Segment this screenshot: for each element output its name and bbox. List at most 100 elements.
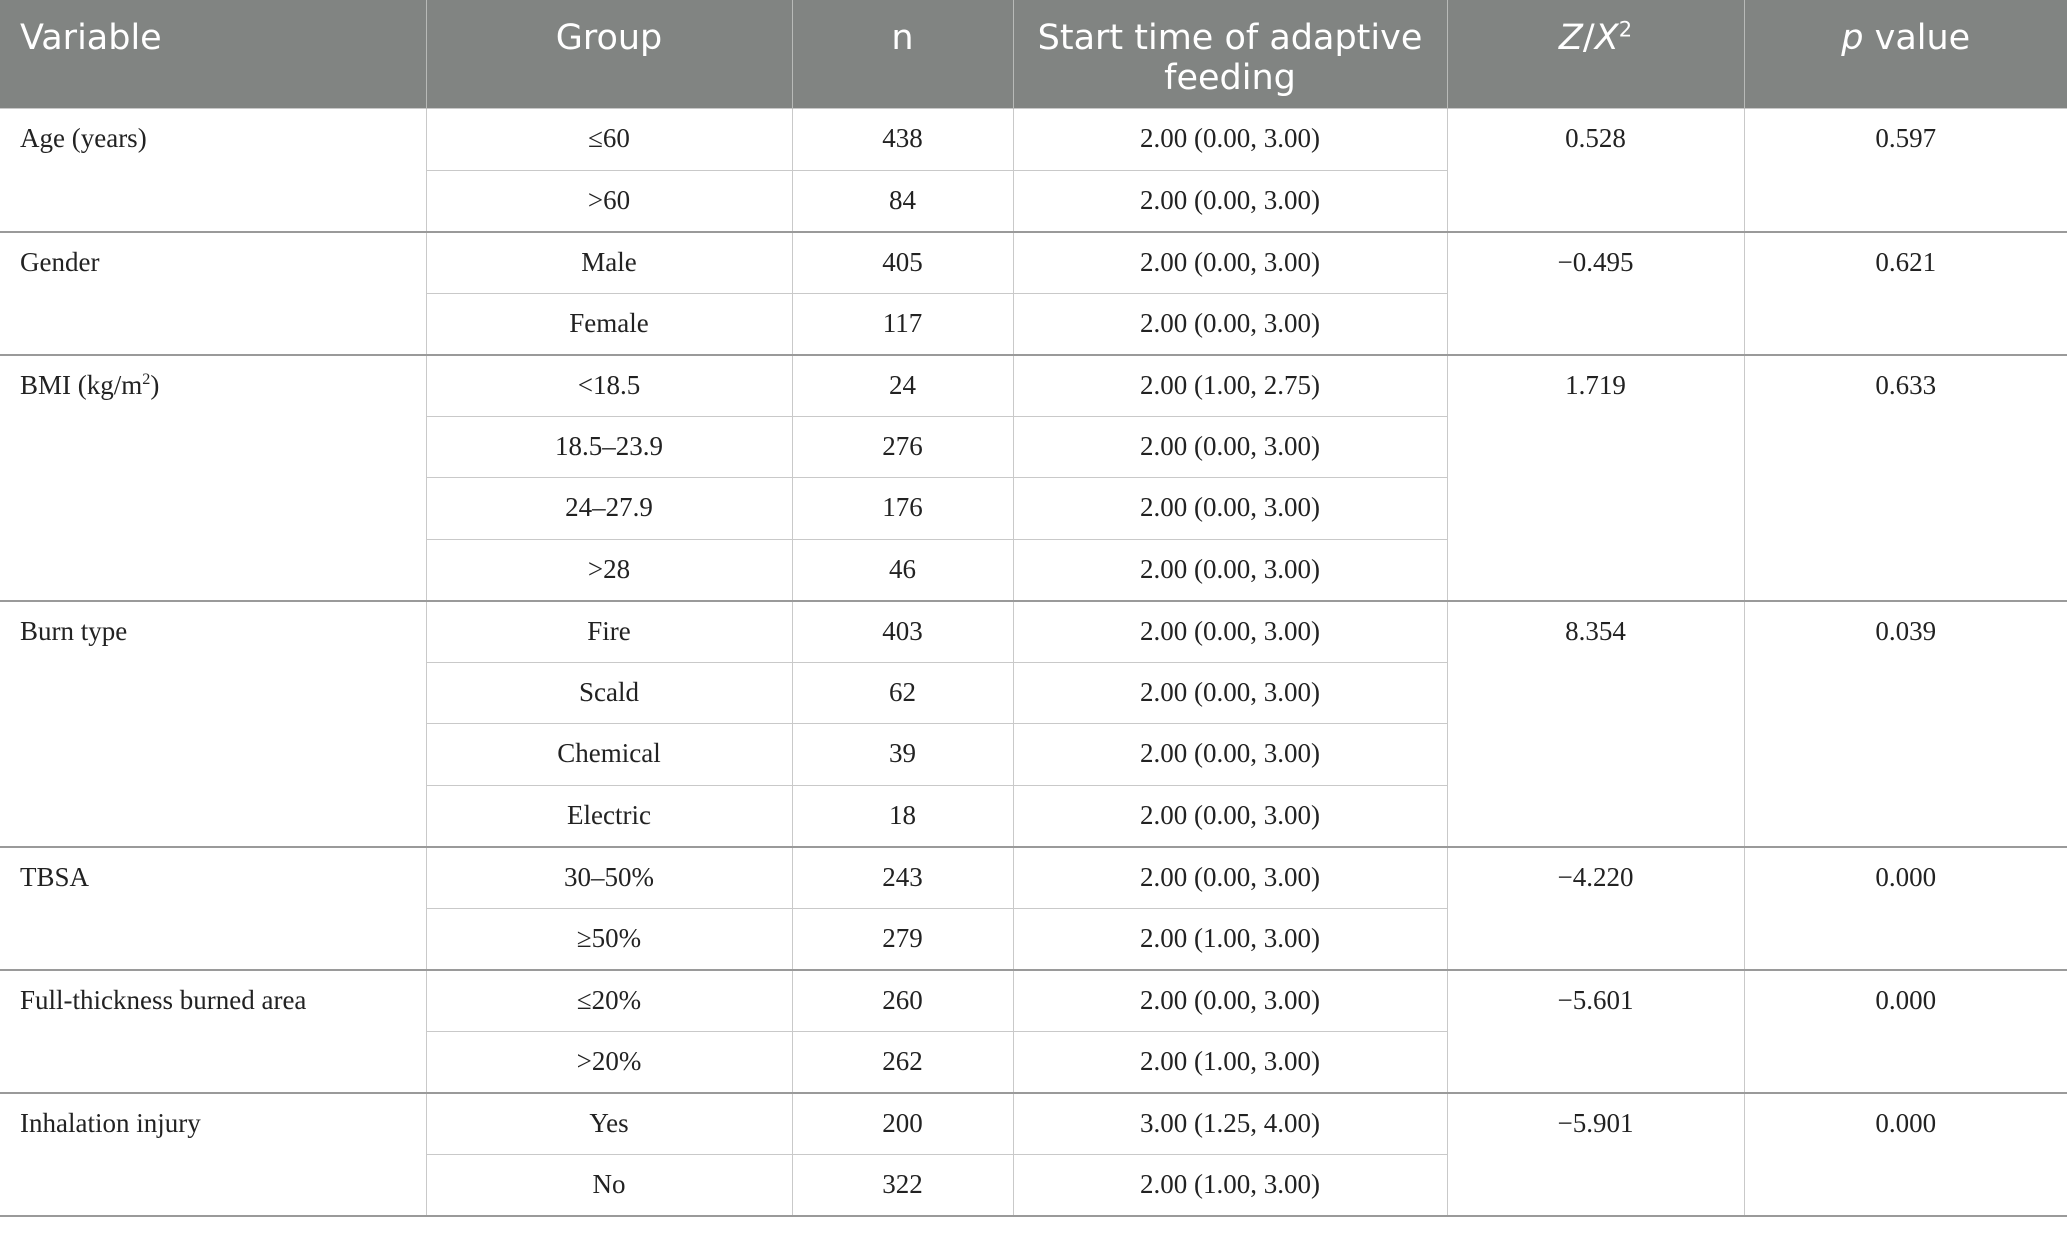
header-stat-sup: 2 xyxy=(1618,17,1633,42)
group-cell: >28 xyxy=(425,538,793,602)
variable-superscript: 2 xyxy=(142,369,151,388)
header-group: Group xyxy=(425,0,792,109)
variable-label: TBSA xyxy=(20,861,90,892)
variable-cell: Age (years) xyxy=(0,108,427,233)
statistic-cell: −5.601 xyxy=(1446,969,1745,1094)
p-value-cell: 0.000 xyxy=(1743,1092,2067,1217)
variable-label: Burn type xyxy=(20,615,128,646)
group-cell: No xyxy=(425,1153,793,1217)
variable-cell: Inhalation injury xyxy=(0,1092,427,1217)
n-cell: 243 xyxy=(791,846,1014,909)
start-time-cell: 2.00 (0.00, 3.00) xyxy=(1012,538,1448,602)
p-value-cell: 0.621 xyxy=(1743,231,2067,356)
start-time-cell: 2.00 (0.00, 3.00) xyxy=(1012,108,1448,171)
n-cell: 260 xyxy=(791,969,1014,1032)
n-cell: 18 xyxy=(791,784,1014,848)
start-time-cell: 2.00 (0.00, 3.00) xyxy=(1012,477,1448,540)
group-cell: 24–27.9 xyxy=(425,477,793,540)
n-cell: 438 xyxy=(791,108,1014,171)
start-time-cell: 2.00 (1.00, 3.00) xyxy=(1012,907,1448,971)
group-cell: >60 xyxy=(425,169,793,233)
group-cell: 18.5–23.9 xyxy=(425,415,793,478)
variable-label: BMI (kg/m xyxy=(20,369,143,400)
n-cell: 39 xyxy=(791,723,1014,786)
variable-cell: BMI (kg/m2) xyxy=(0,354,427,602)
variable-cell: Burn type xyxy=(0,600,427,848)
variable-label: Full-thickness burned area xyxy=(20,984,307,1015)
p-value-cell: 0.633 xyxy=(1743,354,2067,602)
start-time-cell: 2.00 (0.00, 3.00) xyxy=(1012,600,1448,663)
table-row: BMI (kg/m2) <18.5 24 2.00 (1.00, 2.75) 1.719… xyxy=(0,354,2067,602)
variable-cell: TBSA xyxy=(0,846,427,971)
n-cell: 262 xyxy=(791,1030,1014,1094)
header-stat-z: Z xyxy=(1558,18,1583,58)
start-time-cell: 2.00 (1.00, 3.00) xyxy=(1012,1030,1448,1094)
header-stat-sep: / xyxy=(1582,18,1595,58)
n-cell: 279 xyxy=(791,907,1014,971)
n-cell: 276 xyxy=(791,415,1014,478)
group-cell: ≤60 xyxy=(425,108,793,171)
start-time-cell: 2.00 (0.00, 3.00) xyxy=(1012,846,1448,909)
n-cell: 176 xyxy=(791,477,1014,540)
start-time-cell: 2.00 (0.00, 3.00) xyxy=(1012,661,1448,724)
statistic-cell: −0.495 xyxy=(1446,231,1745,356)
header-row: Variable Group n Start time of adaptive … xyxy=(0,0,2067,109)
n-cell: 46 xyxy=(791,538,1014,602)
group-cell: ≥50% xyxy=(425,907,793,971)
table-row: Full-thickness burned area ≤20% 260 2.00 (0… xyxy=(0,969,2067,1094)
table-row: Electric 18 2.00 (0.00, 3.00) xyxy=(0,784,2067,848)
start-time-cell: 3.00 (1.25, 4.00) xyxy=(1012,1092,1448,1155)
start-time-cell: 2.00 (0.00, 3.00) xyxy=(1012,231,1448,294)
table-row: >20% 262 2.00 (1.00, 3.00) xyxy=(0,1030,2067,1094)
group-cell: Chemical xyxy=(425,723,793,786)
n-cell: 200 xyxy=(791,1092,1014,1155)
table-header: Variable Group n Start time of adaptive … xyxy=(0,0,2067,109)
group-cell: <18.5 xyxy=(425,354,793,417)
group-cell: Fire xyxy=(425,600,793,663)
variable-label: Age (years) xyxy=(20,123,147,153)
header-variable: Variable xyxy=(0,0,426,109)
table-row: Inhalation injury Yes 200 3.00 (1.25, 4.00)… xyxy=(0,1092,2067,1217)
start-time-cell: 2.00 (0.00, 3.00) xyxy=(1012,292,1448,356)
statistic-cell: −5.901 xyxy=(1446,1092,1745,1217)
n-cell: 322 xyxy=(791,1153,1014,1217)
p-value-cell: 0.597 xyxy=(1743,108,2067,233)
statistic-cell: −4.220 xyxy=(1446,846,1745,971)
variable-cell: Full-thickness burned area xyxy=(0,969,427,1094)
p-value-cell: 0.039 xyxy=(1743,600,2067,848)
group-cell: Yes xyxy=(425,1092,793,1155)
table-body: Age (years) ≤60 438 2.00 (0.00, 3.00) 0.528 0… xyxy=(0,108,2067,1217)
n-cell: 84 xyxy=(791,169,1014,233)
header-p-value: p value xyxy=(1743,0,2067,109)
statistic-cell: 8.354 xyxy=(1446,600,1745,848)
header-stat-x: X xyxy=(1594,18,1619,58)
n-cell: 62 xyxy=(791,661,1014,724)
header-p-italic: p xyxy=(1841,18,1864,58)
variable-label: Gender xyxy=(20,246,100,277)
group-cell: 30–50% xyxy=(425,846,793,909)
start-time-cell: 2.00 (0.00, 3.00) xyxy=(1012,723,1448,786)
statistic-cell: 0.528 xyxy=(1446,108,1745,233)
n-cell: 24 xyxy=(791,354,1014,417)
group-cell: Electric xyxy=(425,784,793,848)
variable-label-suffix: ) xyxy=(150,369,160,400)
table-row: Gender Male 405 2.00 (0.00, 3.00) −0.495 0.62… xyxy=(0,231,2067,356)
table-row: Female 117 2.00 (0.00, 3.00) xyxy=(0,292,2067,356)
table-row: Age (years) ≤60 438 2.00 (0.00, 3.00) 0.528 0… xyxy=(0,108,2067,233)
table-row: ≥50% 279 2.00 (1.00, 3.00) xyxy=(0,907,2067,971)
variable-label: Inhalation injury xyxy=(20,1107,201,1138)
start-time-cell: 2.00 (0.00, 3.00) xyxy=(1012,969,1448,1032)
table-row: Burn type Fire 403 2.00 (0.00, 3.00) 8.354 0.… xyxy=(0,600,2067,848)
table-row: Scald 62 2.00 (0.00, 3.00) xyxy=(0,661,2067,724)
n-cell: 117 xyxy=(791,292,1014,356)
start-time-cell: 2.00 (0.00, 3.00) xyxy=(1012,784,1448,848)
p-value-cell: 0.000 xyxy=(1743,846,2067,971)
n-cell: 403 xyxy=(791,600,1014,663)
group-cell: Male xyxy=(425,231,793,294)
start-time-cell: 2.00 (1.00, 2.75) xyxy=(1012,354,1448,417)
variable-cell: Gender xyxy=(0,231,427,356)
header-statistic: Z/X2 xyxy=(1446,0,1744,109)
header-n: n xyxy=(791,0,1013,109)
table-row: >60 84 2.00 (0.00, 3.00) xyxy=(0,169,2067,233)
